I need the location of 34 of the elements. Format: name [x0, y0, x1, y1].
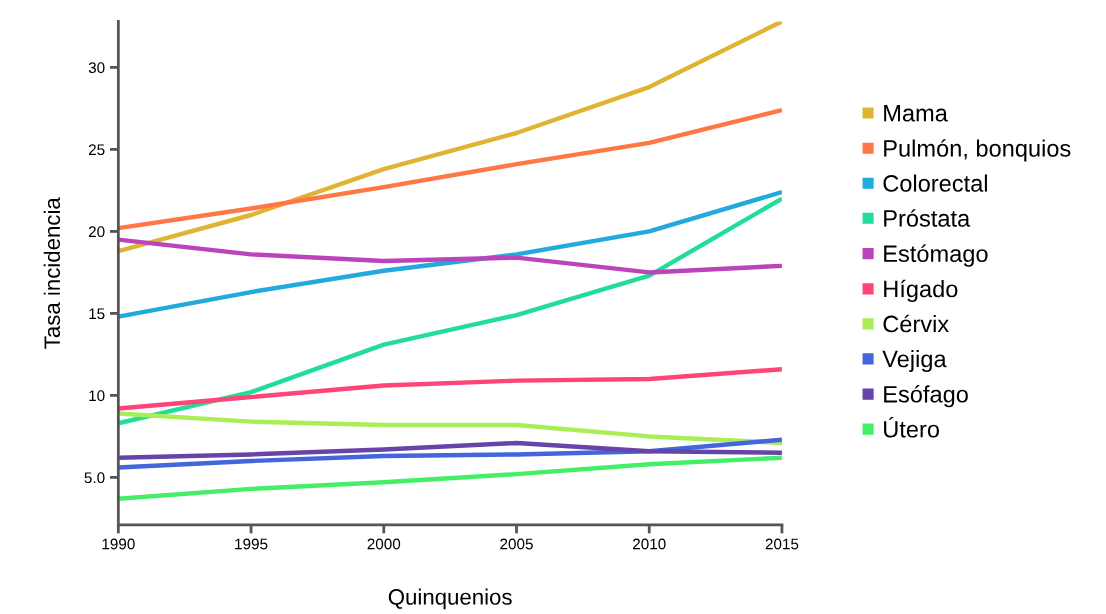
line-series — [118, 107, 782, 231]
line-series — [118, 437, 782, 470]
legend-label: Próstata — [884, 209, 971, 227]
line-series — [118, 440, 782, 460]
line-series — [118, 21, 782, 254]
line-series — [118, 455, 782, 501]
line-series — [118, 237, 782, 275]
legend-label: Colorectal — [883, 174, 987, 192]
x-tick-label: 2010 — [633, 538, 666, 550]
legend-label: Estómago — [884, 244, 988, 267]
legend-label: Esófago — [884, 384, 968, 408]
legend-label: Mama — [884, 105, 948, 122]
legend-label: Vejiga — [882, 349, 947, 372]
x-tick-label: 2015 — [765, 538, 799, 550]
y-tick-label: 15 — [89, 308, 105, 320]
x-tick-label: 2005 — [500, 538, 533, 550]
y-tick-label: 5.0 — [84, 472, 105, 484]
y-tick-label: 20 — [88, 226, 105, 238]
x-tick-label: 1990 — [102, 538, 135, 550]
line-series — [118, 189, 782, 319]
x-axis-title: Quinquenios — [388, 588, 512, 610]
legend-label: Cérvix — [883, 314, 949, 333]
legend-label: Útero — [884, 416, 939, 438]
x-tick-label: 2000 — [367, 538, 401, 550]
line-series — [118, 196, 782, 426]
y-axis-title: Tasa incidencia — [43, 197, 61, 349]
y-tick-label: 30 — [88, 62, 105, 74]
x-tick-label: 1995 — [235, 538, 268, 550]
legend-label: Hígado — [884, 279, 958, 303]
y-tick-label: 10 — [89, 390, 105, 402]
y-tick-label: 25 — [88, 144, 105, 156]
line-series — [118, 366, 782, 411]
legend-label: Pulmón, bonquios — [884, 139, 1071, 162]
line-series — [118, 411, 782, 446]
